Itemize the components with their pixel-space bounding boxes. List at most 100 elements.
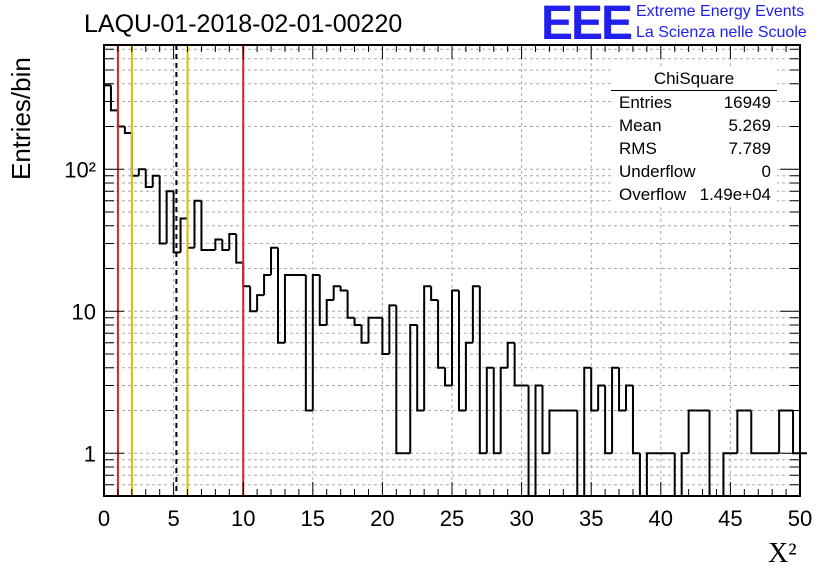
- histogram-bin: [625, 384, 633, 411]
- histogram-bin: [478, 286, 487, 455]
- histogram-bin: [430, 286, 439, 302]
- stats-row-rms: RMS 7.789: [619, 139, 771, 161]
- histogram-bin: [492, 367, 501, 455]
- stats-value: 0: [761, 162, 771, 181]
- histogram-bin: [437, 300, 446, 369]
- stats-value: 1.49e+04: [699, 185, 771, 204]
- y-axis-label: Entries/bin: [6, 57, 36, 180]
- histogram-bin: [381, 317, 390, 356]
- stats-key: Mean: [619, 116, 662, 135]
- stats-value: 16949: [723, 93, 771, 112]
- histogram-bin: [471, 285, 480, 343]
- histogram-bin: [311, 274, 320, 411]
- stats-key: Entries: [619, 93, 672, 112]
- histogram-bin: [256, 294, 265, 312]
- x-tick-label: 20: [370, 506, 394, 531]
- histogram-bin: [235, 233, 244, 264]
- x-tick-label: 15: [301, 506, 325, 531]
- x-axis-label: X²: [768, 538, 797, 569]
- x-tick-label: 25: [440, 506, 464, 531]
- y-tick-label: 1: [84, 441, 96, 466]
- histogram-bin: [541, 385, 550, 455]
- histogram-bin: [534, 384, 543, 496]
- histogram-bin: [318, 275, 327, 327]
- histogram-bin: [736, 409, 745, 454]
- histogram-bin: [513, 342, 522, 387]
- stats-box: ChiSquare Entries 16949 Mean 5.269 RMS 7…: [611, 66, 777, 206]
- y-tick-label: 10: [72, 299, 96, 324]
- histogram-bin: [214, 238, 223, 251]
- histogram-bin: [325, 299, 334, 326]
- histogram-bin: [165, 190, 174, 244]
- x-tick-label: 40: [649, 506, 673, 531]
- histogram-bin: [750, 410, 759, 455]
- histogram-bin: [109, 85, 118, 112]
- histogram-bin: [618, 367, 626, 412]
- histogram-bin: [506, 341, 515, 368]
- histogram-bin: [242, 262, 251, 288]
- stats-title: ChiSquare: [653, 69, 735, 88]
- histogram-bin: [339, 286, 348, 292]
- x-tick-label: 30: [509, 506, 533, 531]
- histogram-bin: [485, 366, 494, 454]
- histogram-bin: [277, 247, 285, 344]
- histogram-bin: [444, 367, 452, 387]
- chart-title: LAQU-01-2018-02-01-00220: [84, 10, 403, 38]
- histogram-bin: [416, 325, 425, 412]
- histogram-bin: [158, 175, 167, 245]
- histogram-bin: [423, 285, 432, 411]
- histogram-bin: [270, 246, 278, 276]
- histogram-bin: [680, 452, 689, 496]
- x-tick-label: 5: [167, 506, 179, 531]
- tick-labels: 0 5 10 15 20 25 30 35 40 45 50 1 10 10²: [64, 157, 812, 531]
- histogram-bin: [221, 239, 230, 252]
- histogram-bin: [409, 324, 418, 454]
- histogram-bin: [611, 366, 620, 454]
- histogram-bin: [527, 385, 536, 497]
- histogram-bin: [200, 200, 209, 252]
- histogram-bin: [604, 385, 613, 455]
- histogram-bin: [179, 217, 188, 253]
- histogram-bin: [228, 232, 237, 251]
- histogram-bin: [499, 366, 508, 454]
- reference-lines: [116, 45, 245, 496]
- histogram-bin: [583, 366, 592, 496]
- histogram-bin: [792, 410, 800, 455]
- histogram-bin: [332, 285, 341, 301]
- histogram-bin: [778, 409, 787, 454]
- histogram-bin: [172, 191, 181, 254]
- stats-divider: [611, 90, 777, 91]
- histogram-bin: [388, 304, 397, 355]
- histogram-bin: [597, 384, 606, 411]
- histogram-bin: [151, 174, 160, 187]
- histogram-bin: [283, 274, 292, 343]
- stats-key: RMS: [619, 139, 657, 158]
- histogram-bin: [360, 325, 369, 344]
- histogram-bin: [367, 316, 376, 343]
- stats-key: Overflow: [619, 185, 687, 204]
- logo-line-2: La Scienza nelle Scuole: [636, 24, 807, 41]
- histogram-bin: [144, 169, 153, 188]
- histogram-bin: [137, 168, 146, 176]
- x-tick-label: 10: [231, 506, 255, 531]
- histogram-bin: [464, 341, 473, 411]
- stats-value: 7.789: [728, 139, 771, 158]
- y-tick-label: 10²: [64, 157, 96, 182]
- x-tick-label: 35: [579, 506, 603, 531]
- x-tick-label: 50: [788, 506, 812, 531]
- eee-logo: EEE: [541, 0, 633, 50]
- axes: [103, 44, 801, 497]
- histogram-bin: [451, 289, 459, 386]
- histogram-bin: [687, 409, 696, 454]
- x-tick-label: 0: [98, 506, 110, 531]
- stats-row-mean: Mean 5.269: [619, 116, 771, 138]
- histogram-bin: [457, 290, 466, 412]
- histogram-bin: [263, 274, 272, 296]
- histogram-bin: [590, 367, 599, 412]
- x-tick-label: 45: [718, 506, 742, 531]
- histogram-bin: [645, 452, 654, 496]
- histogram-bin: [631, 385, 640, 455]
- histogram-bin: [346, 290, 355, 319]
- histogram-bin: [304, 275, 313, 412]
